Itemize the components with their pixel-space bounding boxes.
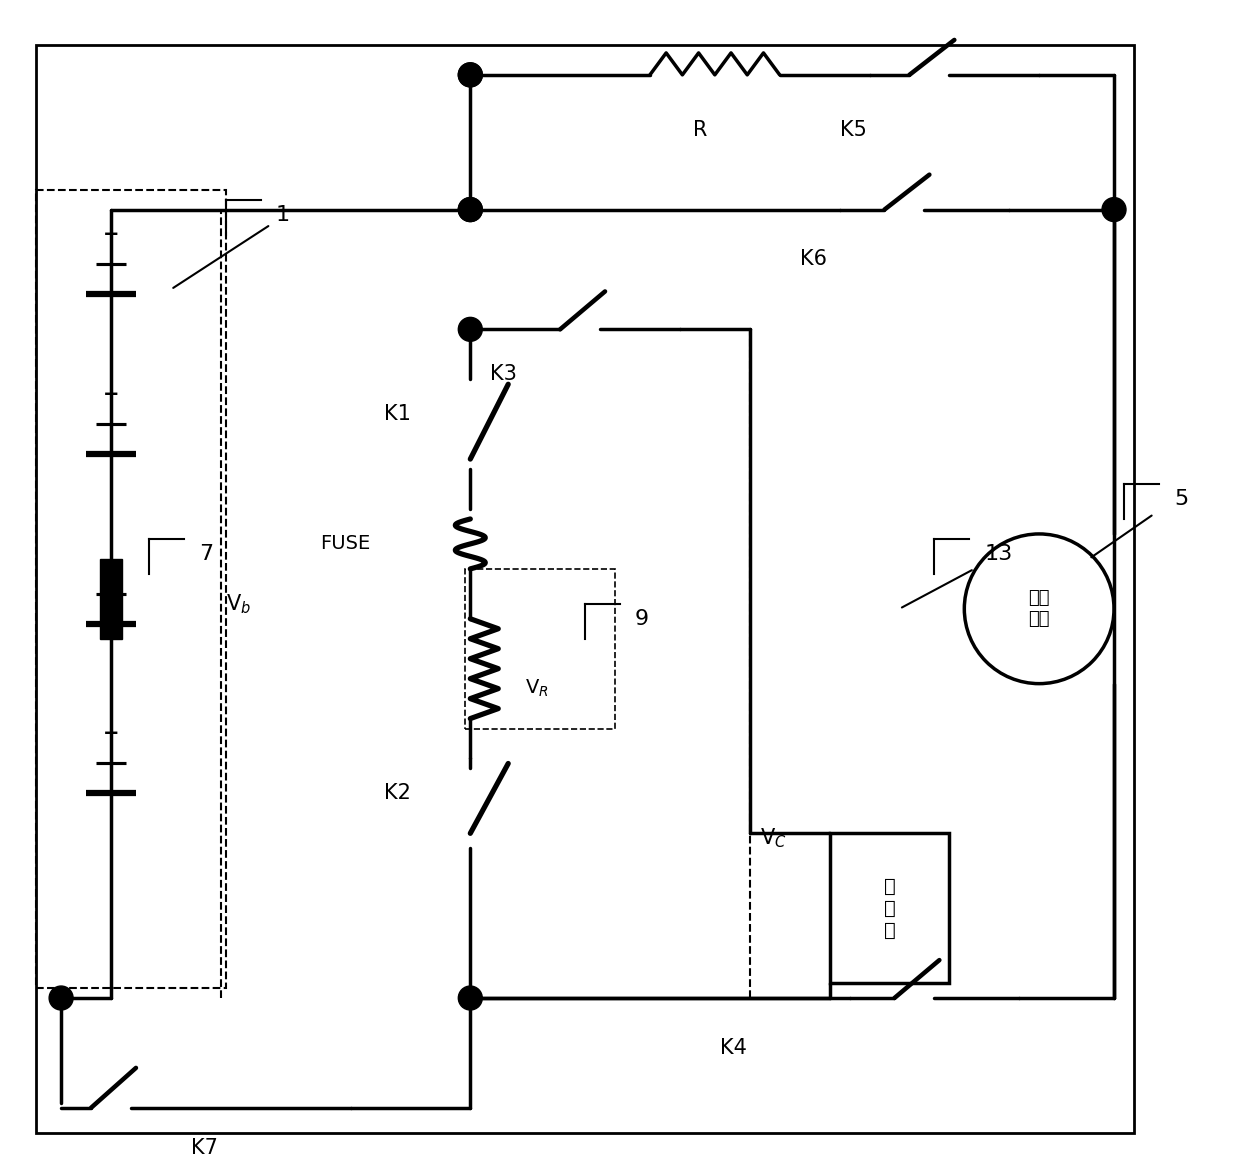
- Circle shape: [459, 197, 482, 222]
- Bar: [100, 559, 122, 639]
- Text: 1: 1: [275, 204, 290, 225]
- Circle shape: [459, 63, 482, 87]
- Circle shape: [459, 197, 482, 222]
- Bar: [36, 45, 1133, 1133]
- Text: K1: K1: [383, 404, 410, 425]
- Bar: [465, 568, 615, 728]
- Bar: [830, 833, 950, 983]
- Text: K2: K2: [383, 783, 410, 804]
- Circle shape: [965, 534, 1114, 683]
- Text: 7: 7: [198, 544, 213, 564]
- Text: 放电
负载: 放电 负载: [1028, 589, 1050, 629]
- Text: V$_C$: V$_C$: [760, 827, 786, 850]
- Text: +: +: [103, 225, 119, 244]
- Circle shape: [459, 318, 482, 341]
- Text: V$_b$: V$_b$: [226, 592, 250, 616]
- Bar: [36, 189, 226, 988]
- Text: K3: K3: [490, 364, 517, 384]
- Text: +: +: [103, 724, 119, 744]
- Text: +: +: [103, 554, 119, 573]
- Text: 9: 9: [635, 609, 649, 629]
- Text: 充
电
机: 充 电 机: [884, 877, 895, 940]
- Text: K6: K6: [800, 249, 827, 269]
- Text: 13: 13: [985, 544, 1013, 564]
- Circle shape: [459, 986, 482, 1010]
- Text: R: R: [693, 119, 707, 139]
- Text: +: +: [103, 385, 119, 404]
- Text: K7: K7: [191, 1138, 218, 1158]
- Text: 5: 5: [1174, 490, 1188, 509]
- Text: V$_R$: V$_R$: [526, 677, 549, 699]
- Text: FUSE: FUSE: [320, 535, 371, 553]
- Text: K5: K5: [839, 119, 867, 139]
- Circle shape: [1102, 197, 1126, 222]
- Text: K4: K4: [719, 1038, 746, 1058]
- Circle shape: [50, 986, 73, 1010]
- Circle shape: [459, 63, 482, 87]
